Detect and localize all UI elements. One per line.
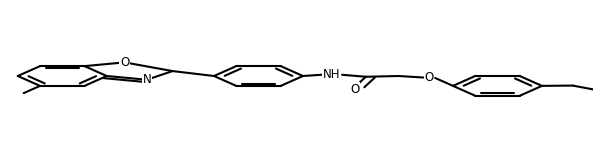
Text: N: N — [142, 73, 151, 86]
Text: O: O — [120, 56, 129, 69]
Text: O: O — [425, 71, 434, 84]
Text: O: O — [350, 83, 360, 96]
Text: NH: NH — [323, 67, 340, 81]
